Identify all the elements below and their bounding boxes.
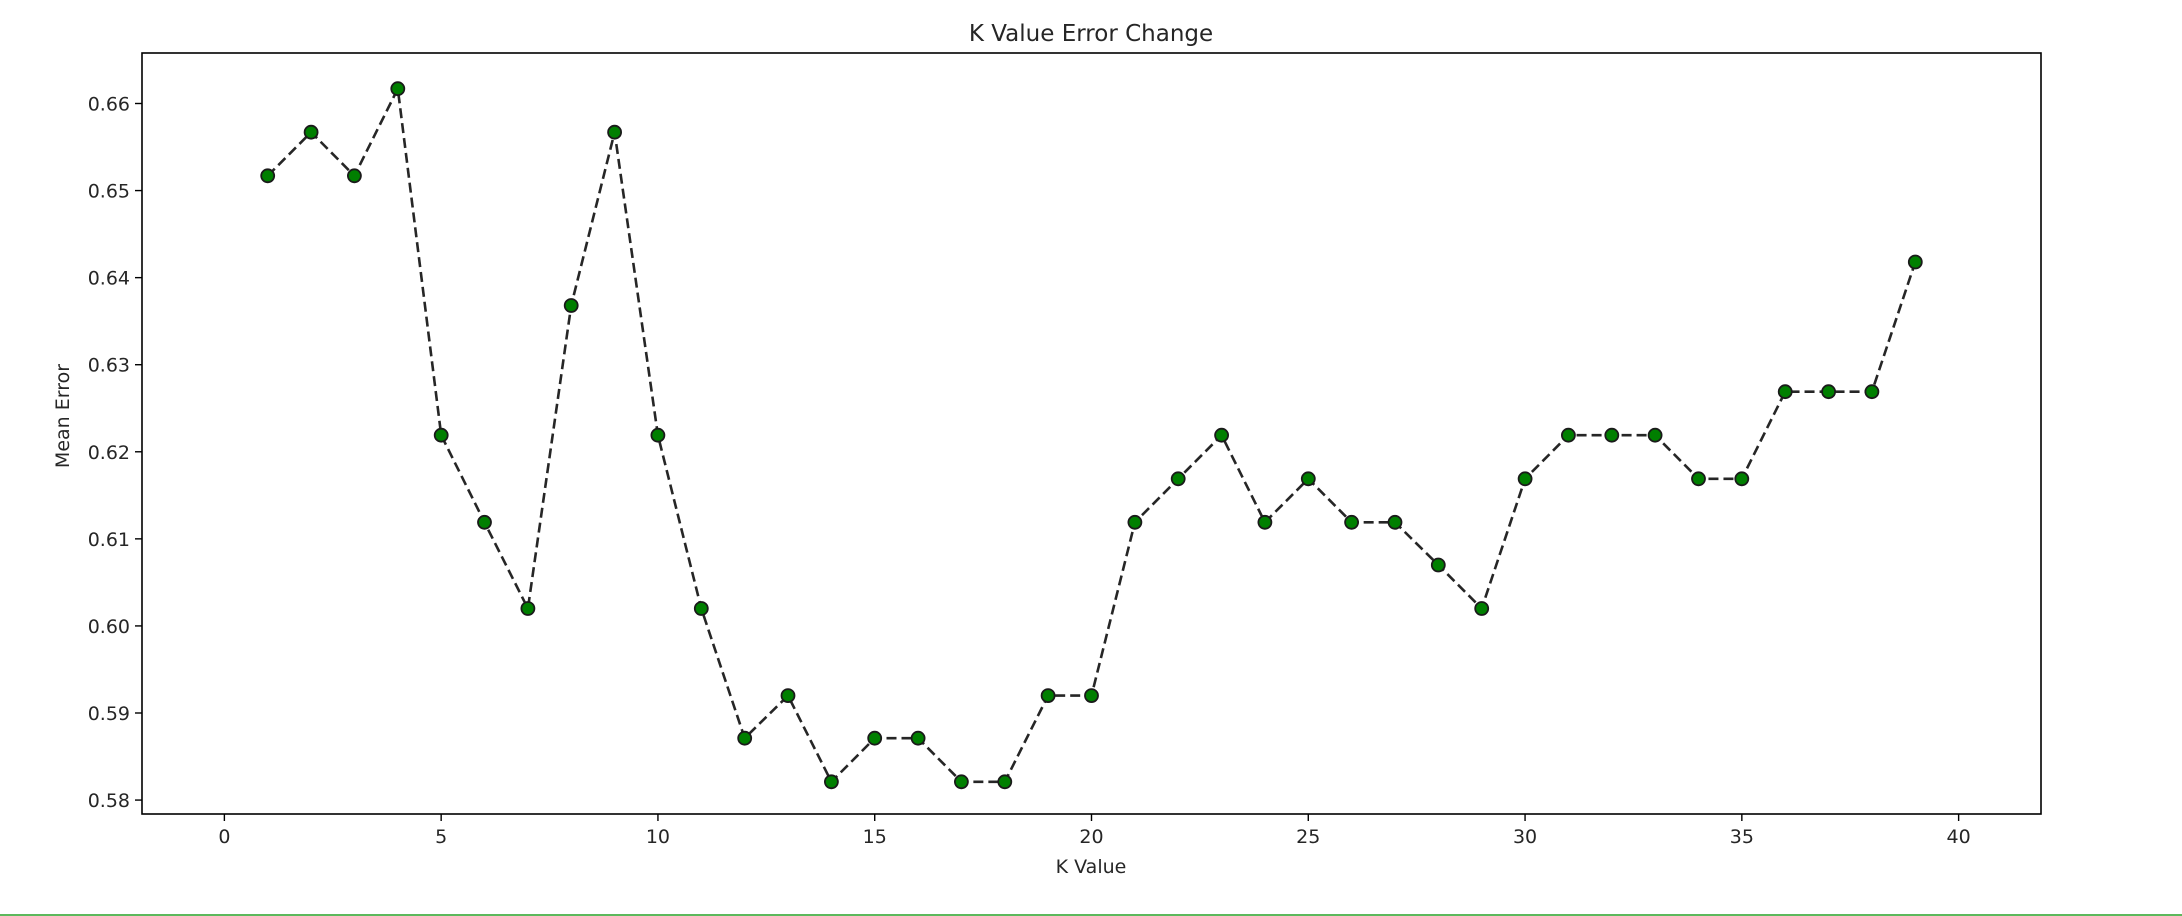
y-tick-label: 0.63 — [88, 355, 130, 377]
data-point — [1777, 384, 1793, 400]
data-point — [1474, 601, 1490, 616]
x-tick-label: 35 — [1730, 826, 1754, 848]
x-axis: 0 5 10 15 20 25 30 35 40 — [218, 814, 1971, 848]
y-tick-label: 0.62 — [88, 442, 130, 464]
data-point — [824, 774, 839, 790]
y-tick-label: 0.65 — [88, 181, 130, 203]
data-point — [1907, 254, 1923, 270]
data-point — [1257, 514, 1273, 530]
x-tick-label: 40 — [1947, 826, 1971, 848]
bottom-divider — [0, 914, 2182, 916]
data-point — [1864, 384, 1880, 400]
y-tick-label: 0.60 — [88, 616, 130, 638]
y-tick-label: 0.58 — [88, 790, 130, 812]
data-point — [1517, 471, 1533, 487]
y-tick-label: 0.64 — [88, 268, 130, 290]
data-point — [477, 514, 492, 530]
data-point — [1430, 557, 1446, 573]
data-point — [1691, 471, 1706, 487]
data-point — [1734, 471, 1750, 487]
x-axis-title: K Value — [1056, 856, 1127, 878]
data-point — [1170, 471, 1186, 487]
data-point — [520, 601, 536, 616]
x-tick-label: 25 — [1296, 826, 1320, 848]
series-line — [266, 84, 1917, 784]
data-point — [867, 730, 883, 746]
data-point — [1127, 514, 1143, 530]
y-tick-label: 0.66 — [88, 94, 130, 116]
y-tick-label: 0.59 — [88, 703, 130, 725]
data-point — [1040, 688, 1056, 703]
data-point — [1561, 427, 1576, 443]
x-tick-label: 20 — [1079, 826, 1103, 848]
y-tick-label: 0.61 — [88, 529, 130, 551]
data-point — [563, 298, 579, 313]
x-tick-label: 30 — [1513, 826, 1537, 848]
data-point — [997, 774, 1013, 790]
data-point — [1214, 427, 1229, 443]
data-point — [390, 81, 406, 97]
data-point — [737, 730, 753, 746]
y-axis: 0.58 0.59 0.60 0.61 0.62 0.63 0.64 0.65 0.66 — [88, 94, 142, 812]
x-tick-label: 10 — [646, 826, 670, 848]
data-point — [260, 168, 276, 184]
data-point — [780, 688, 796, 703]
x-tick-label: 15 — [863, 826, 887, 848]
data-point — [303, 124, 319, 140]
data-point — [1821, 384, 1836, 400]
data-point — [954, 774, 969, 790]
data-point — [1084, 688, 1099, 703]
x-tick-label: 0 — [218, 826, 230, 848]
data-point — [650, 427, 666, 443]
data-point — [1387, 514, 1403, 530]
x-tick-label: 5 — [435, 826, 447, 848]
data-point — [346, 168, 362, 184]
data-point — [1604, 427, 1620, 443]
data-point — [1344, 514, 1359, 530]
data-point — [1300, 471, 1316, 487]
y-axis-title: Mean Error — [52, 364, 74, 468]
series-markers — [260, 81, 1923, 790]
data-point — [1647, 427, 1663, 443]
chart-title: K Value Error Change — [969, 21, 1213, 47]
data-point — [607, 124, 622, 140]
data-point — [433, 427, 449, 443]
data-point — [693, 601, 709, 616]
data-point — [910, 730, 926, 746]
